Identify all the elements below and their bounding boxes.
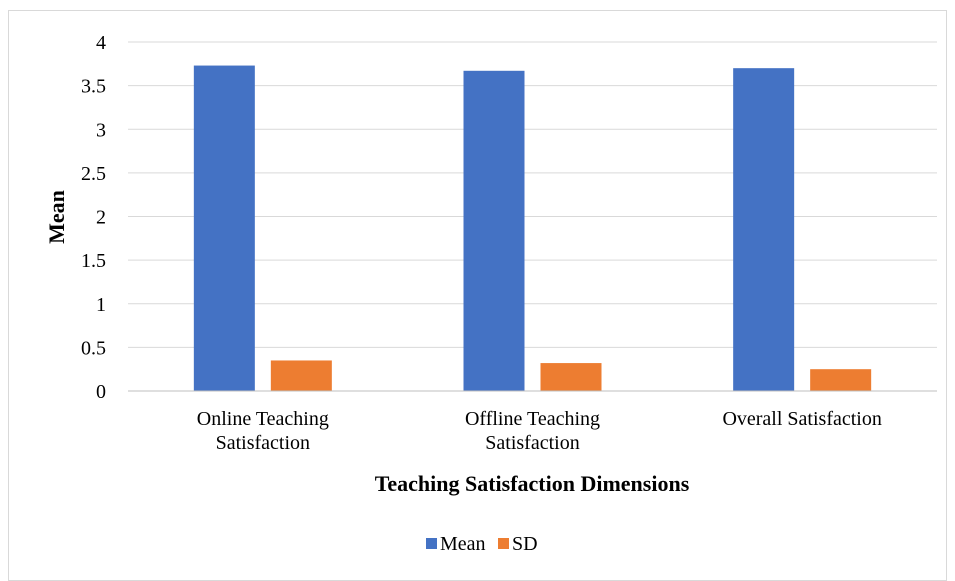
legend-label-mean: Mean bbox=[440, 533, 486, 555]
gridlines bbox=[128, 41, 937, 348]
bar-mean bbox=[733, 68, 795, 392]
y-tick-label: 0.5 bbox=[81, 337, 106, 359]
y-tick-label: 2.5 bbox=[81, 163, 106, 185]
bar-sd bbox=[810, 369, 872, 391]
y-tick-label: 4 bbox=[96, 32, 106, 54]
bar-sd bbox=[270, 360, 332, 391]
y-axis-title: Mean bbox=[44, 190, 69, 244]
legend-swatch-sd bbox=[498, 538, 509, 549]
x-category-label-line: Overall Satisfaction bbox=[722, 408, 881, 430]
legend-swatch-mean bbox=[426, 538, 437, 549]
y-tick-label: 1.5 bbox=[81, 250, 106, 272]
x-category-label-line: Satisfaction bbox=[485, 432, 579, 454]
y-tick-labels: 0 0.5 1 1.5 2 2.5 3 3.5 4 bbox=[81, 32, 106, 403]
y-tick-label: 3.5 bbox=[81, 76, 106, 98]
x-axis-title: Teaching Satisfaction Dimensions bbox=[375, 471, 690, 496]
x-category-label-line: Satisfaction bbox=[216, 432, 310, 454]
x-category-label: Online Teaching Satisfaction bbox=[197, 408, 329, 454]
x-category-label-line: Online Teaching bbox=[197, 408, 329, 430]
bar-sd bbox=[540, 363, 602, 391]
y-tick-label: 0 bbox=[96, 381, 106, 403]
bars bbox=[193, 65, 872, 392]
x-category-label: Overall Satisfaction bbox=[722, 408, 881, 430]
bar-mean bbox=[193, 65, 255, 392]
x-category-label-line: Offline Teaching bbox=[465, 408, 600, 430]
x-category-label: Offline Teaching Satisfaction bbox=[465, 408, 600, 454]
y-tick-label: 1 bbox=[96, 294, 106, 316]
bar-mean bbox=[463, 70, 525, 391]
y-tick-label: 3 bbox=[96, 119, 106, 141]
y-tick-label: 2 bbox=[96, 207, 106, 229]
legend-label-sd: SD bbox=[512, 533, 538, 555]
legend: Mean SD bbox=[426, 533, 538, 555]
